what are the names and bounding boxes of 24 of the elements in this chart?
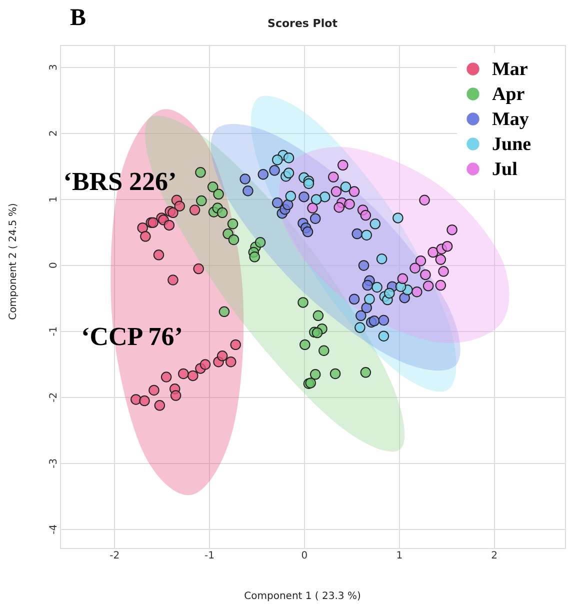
x-tick-label: 0	[301, 550, 308, 562]
x-tick-label: -2	[110, 550, 120, 562]
legend-label: June	[492, 134, 532, 155]
x-tick-label: -1	[204, 550, 215, 562]
legend-label: May	[492, 109, 530, 130]
y-tick-label: -1	[48, 326, 60, 336]
y-tick-label: 1	[48, 196, 60, 202]
legend-label: Mar	[492, 59, 528, 80]
legend-label: Jul	[492, 159, 518, 180]
x-axis-title: Component 1 ( 23.3 %)	[244, 591, 361, 602]
chart-title: Scores Plot	[268, 17, 338, 30]
legend-label: Apr	[492, 84, 526, 105]
x-tick-label: 2	[491, 550, 498, 562]
annotation: ‘BRS 226’	[63, 167, 177, 196]
y-tick-label: 2	[48, 130, 60, 136]
y-tick-label: -4	[48, 524, 60, 534]
annotation: ‘CCP 76’	[81, 322, 183, 351]
y-tick-label: -2	[48, 392, 60, 402]
y-axis-title: Component 2 ( 24.5 %)	[8, 203, 19, 320]
y-tick-label: 3	[48, 64, 60, 70]
text: B	[70, 5, 86, 31]
x-tick-label: 1	[396, 550, 403, 562]
y-tick-label: 0	[48, 262, 60, 268]
y-tick-label: -3	[48, 458, 60, 468]
